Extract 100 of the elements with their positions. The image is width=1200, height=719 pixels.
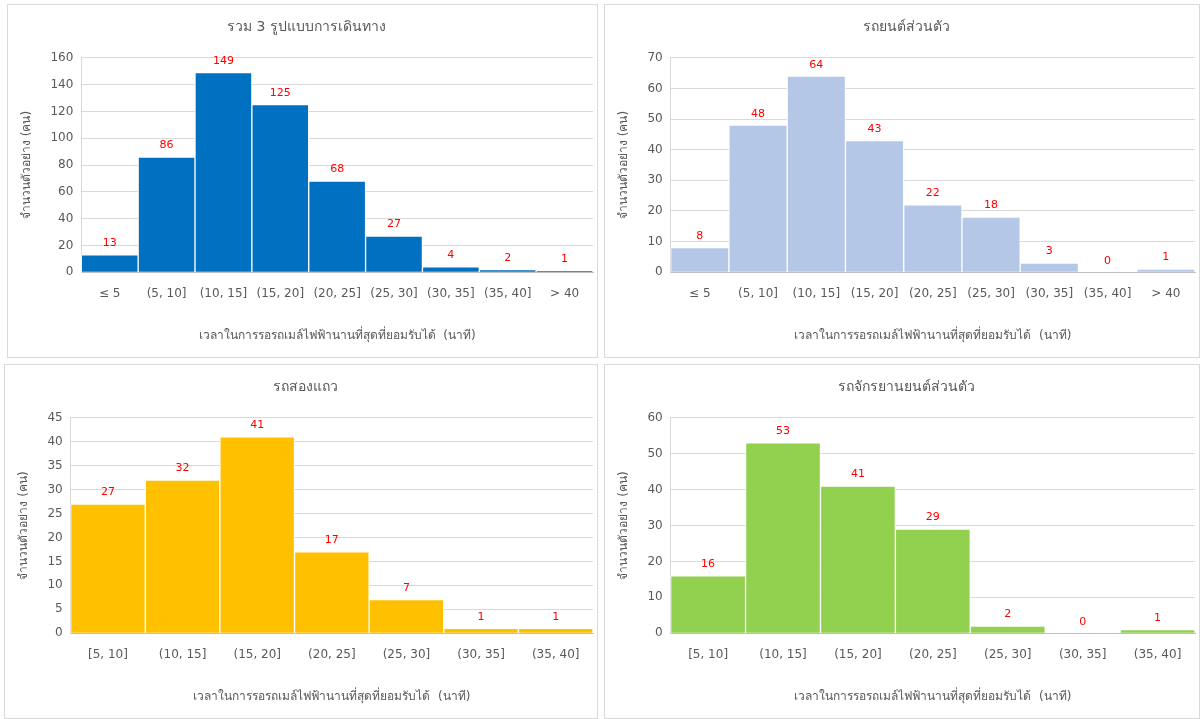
y-axis-title: จำนวนตัวอย่าง (คน) (19, 110, 34, 220)
y-tick-label: 40 (47, 433, 63, 448)
x-tick-label: (35, 40] (483, 285, 532, 300)
y-axis-title: จำนวนตัวอย่าง (คน) (16, 471, 31, 580)
y-tick-label: 35 (47, 457, 63, 472)
x-tick-label: (25, 30] (983, 646, 1032, 661)
x-tick-label: (25, 30] (370, 285, 418, 300)
chart-title: รถยนต์ส่วนตัว (862, 18, 950, 35)
x-tick-label: (5, 10] (146, 285, 187, 300)
x-axis-title: เวลาในการรอรถเมล์ไฟฟ้านานที่สุดที่ยอมรับได้ (นาที) (794, 686, 1072, 704)
y-tick-label: 45 (47, 409, 63, 424)
y-tick-label: 25 (47, 505, 63, 520)
x-tick-label: (30, 35] (1025, 285, 1074, 300)
x-tick-label: ≤ 5 (98, 285, 121, 300)
y-tick-label: 50 (647, 445, 663, 460)
data-label: 1 (552, 609, 560, 623)
y-tick-label: 100 (50, 130, 74, 145)
chart-title: รวม 3 รูปแบบการเดินทาง (227, 18, 386, 36)
data-label: 22 (925, 186, 940, 200)
y-tick-label: 40 (58, 210, 74, 225)
data-label: 2 (504, 250, 512, 264)
x-tick-label: (30, 35] (427, 285, 475, 300)
data-label: 41 (250, 418, 265, 432)
data-label: 3 (1045, 244, 1053, 258)
x-tick-label: [5, 10] (88, 646, 128, 661)
x-tick-label: [5, 10] (688, 646, 729, 661)
data-label: 27 (100, 485, 115, 499)
x-tick-label: (10, 15] (158, 646, 207, 661)
y-axis-title: จำนวนตัวอย่าง (คน) (616, 110, 631, 220)
data-label: 18 (984, 198, 999, 212)
y-tick-label: 30 (647, 172, 663, 187)
x-tick-label: (20, 25] (308, 646, 356, 661)
y-tick-label: 0 (655, 264, 663, 279)
y-tick-label: 140 (50, 76, 74, 91)
x-tick-label: (15, 20] (233, 646, 281, 661)
x-tick-label: (20, 25] (313, 285, 361, 300)
data-label: 29 (925, 510, 940, 524)
y-tick-label: 70 (647, 49, 663, 64)
data-label: 1 (477, 609, 485, 623)
y-tick-label: 160 (50, 49, 74, 64)
y-tick-label: 30 (647, 517, 663, 532)
x-axis-title: เวลาในการรอรถเมล์ไฟฟ้านานที่สุดที่ยอมรับได้ (นาที) (198, 325, 476, 343)
x-tick-label: (35, 40] (1083, 285, 1132, 300)
data-label: 68 (330, 162, 345, 176)
x-axis-title: เวลาในการรอรถเมล์ไฟฟ้านานที่สุดที่ยอมรับได้ (นาที) (193, 686, 471, 704)
y-tick-label: 50 (647, 111, 663, 126)
data-label: 16 (701, 557, 716, 571)
y-tick-label: 5 (55, 601, 63, 616)
y-tick-label: 120 (50, 103, 74, 118)
y-axis-title: จำนวนตัวอย่าง (คน) (616, 471, 631, 580)
data-label: 13 (102, 236, 117, 250)
y-tick-label: 20 (647, 203, 663, 218)
x-tick-label: (35, 40] (531, 646, 580, 661)
data-label: 64 (809, 57, 824, 71)
x-tick-label: (15, 20] (834, 646, 882, 661)
chart-title: รถสองแถว (272, 378, 338, 395)
data-label: 2 (1004, 607, 1012, 621)
data-label: 41 (850, 467, 865, 481)
y-tick-label: 10 (47, 577, 63, 592)
x-tick-label: (10, 15] (199, 285, 248, 300)
data-label: 48 (751, 106, 766, 120)
x-tick-label: > 40 (550, 285, 580, 300)
y-tick-label: 0 (655, 625, 663, 640)
y-tick-label: 40 (647, 481, 663, 496)
data-label: 0 (1104, 253, 1112, 267)
y-tick-label: 0 (55, 625, 63, 640)
y-tick-label: 20 (647, 553, 663, 568)
data-label: 8 (696, 229, 704, 243)
x-tick-label: ≤ 5 (689, 285, 711, 300)
data-label: 1 (561, 252, 569, 266)
x-tick-label: (20, 25] (909, 285, 957, 300)
x-tick-label: (10, 15] (792, 285, 841, 300)
y-tick-label: 60 (58, 183, 74, 198)
x-tick-label: (5, 10] (738, 285, 779, 300)
y-tick-label: 10 (647, 233, 663, 248)
x-axis-title: เวลาในการรอรถเมล์ไฟฟ้านานที่สุดที่ยอมรับได้ (นาที) (794, 325, 1072, 343)
x-tick-label: (20, 25] (909, 646, 957, 661)
data-label: 86 (159, 138, 174, 152)
y-tick-label: 20 (47, 529, 63, 544)
chart-title: รถจักรยานยนต์ส่วนตัว (837, 378, 975, 395)
data-label: 4 (447, 248, 455, 262)
data-label: 27 (387, 217, 402, 231)
y-tick-label: 60 (647, 80, 663, 95)
data-label: 125 (269, 86, 291, 100)
y-tick-label: 40 (647, 141, 663, 156)
y-tick-label: 0 (65, 264, 74, 279)
x-tick-label: (25, 30] (382, 646, 431, 661)
data-label: 149 (212, 53, 234, 67)
x-tick-label: (15, 20] (850, 285, 899, 300)
data-label: 53 (776, 424, 791, 438)
x-tick-label: > 40 (1151, 285, 1181, 300)
x-tick-label: (30, 35] (457, 646, 505, 661)
x-tick-label: (10, 15] (759, 646, 807, 661)
y-tick-label: 60 (647, 409, 663, 424)
y-tick-label: 15 (47, 553, 63, 568)
data-label: 0 (1079, 614, 1087, 628)
data-label: 1 (1162, 250, 1170, 264)
data-label: 7 (402, 581, 410, 595)
x-tick-label: (15, 20] (256, 285, 305, 300)
data-label: 32 (175, 461, 190, 475)
